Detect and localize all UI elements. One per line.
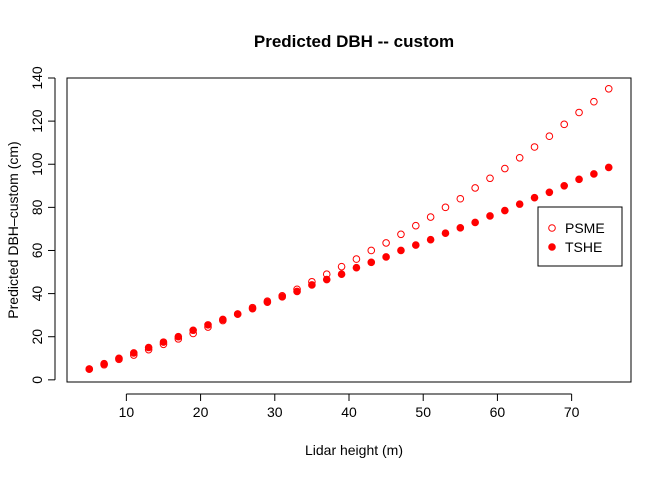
point-psme: [515, 153, 524, 162]
point-tshe: [129, 349, 138, 357]
chart-title: Predicted DBH -- custom: [254, 32, 454, 51]
point-tshe: [85, 365, 94, 373]
point-tshe: [174, 332, 183, 341]
x-tick-label: 60: [490, 404, 506, 420]
point-tshe: [456, 224, 465, 232]
y-tick-label: 60: [29, 242, 45, 258]
legend-label-tshe: TSHE: [565, 239, 602, 255]
x-tick-label: 70: [564, 404, 580, 420]
point-psme: [441, 203, 450, 212]
point-tshe: [219, 315, 227, 324]
x-tick-label: 40: [341, 404, 357, 420]
point-tshe: [189, 326, 197, 335]
point-psme: [352, 255, 361, 263]
point-psme: [456, 194, 465, 203]
point-tshe: [545, 188, 554, 197]
y-axis: 0 20 40 60 80 100 120 140: [29, 66, 56, 384]
point-tshe: [441, 229, 450, 238]
y-tick-label: 40: [29, 286, 45, 302]
point-psme: [604, 84, 613, 93]
point-tshe: [233, 310, 242, 318]
point-psme: [501, 164, 509, 173]
point-tshe: [308, 281, 316, 289]
x-tick-label: 20: [193, 404, 209, 420]
y-tick-label: 140: [29, 66, 45, 90]
point-tshe: [560, 182, 569, 190]
point-tshe: [352, 263, 361, 272]
legend-marker-psme: [548, 224, 556, 232]
point-tshe: [100, 359, 108, 368]
point-psme: [397, 230, 405, 239]
point-tshe: [515, 200, 524, 208]
y-tick-label: 100: [29, 152, 45, 176]
point-tshe: [382, 253, 390, 261]
legend-box: [537, 206, 623, 267]
x-axis-label: Lidar height (m): [305, 442, 403, 458]
x-tick-label: 50: [415, 404, 431, 420]
point-psme: [575, 108, 583, 117]
point-tshe: [590, 170, 598, 178]
y-tick-label: 120: [29, 109, 45, 133]
point-tshe: [293, 287, 301, 296]
y-axis-label: Predicted DBH–custom (cm): [5, 141, 21, 318]
point-tshe: [144, 343, 153, 352]
legend: PSME TSHE: [537, 206, 623, 267]
point-psme: [367, 246, 376, 255]
legend-label-psme: PSME: [565, 220, 605, 236]
point-psme: [382, 239, 390, 247]
point-tshe: [248, 304, 257, 313]
y-tick-label: 80: [29, 199, 45, 215]
point-psme: [560, 120, 569, 129]
point-tshe: [367, 258, 376, 267]
point-tshe: [471, 218, 479, 227]
point-psme: [337, 262, 346, 271]
point-tshe: [278, 293, 287, 301]
point-psme: [590, 97, 598, 106]
point-psme: [411, 221, 420, 230]
point-tshe: [604, 163, 613, 172]
point-psme: [426, 213, 435, 221]
legend-marker-tshe: [548, 243, 556, 251]
point-tshe: [159, 338, 168, 346]
point-tshe: [411, 241, 420, 249]
point-psme: [471, 184, 479, 192]
point-tshe: [426, 235, 435, 244]
x-tick-label: 10: [119, 404, 135, 420]
point-tshe: [115, 354, 123, 363]
point-tshe: [397, 246, 405, 255]
point-tshe: [486, 212, 494, 220]
x-tick-label: 30: [267, 404, 283, 420]
point-psme: [530, 143, 539, 151]
point-tshe: [322, 275, 331, 284]
data-points: [85, 84, 613, 373]
point-tshe: [263, 298, 272, 307]
point-tshe: [337, 270, 346, 278]
plot-frame: [66, 77, 632, 383]
point-tshe: [575, 175, 583, 184]
y-tick-label: 20: [29, 329, 45, 345]
point-tshe: [204, 321, 212, 329]
point-psme: [545, 132, 554, 141]
y-tick-label: 0: [29, 376, 45, 384]
point-tshe: [501, 206, 509, 215]
point-tshe: [530, 193, 539, 202]
point-psme: [486, 174, 494, 183]
x-axis: 10 20 30 40 50 60 70: [119, 393, 580, 420]
